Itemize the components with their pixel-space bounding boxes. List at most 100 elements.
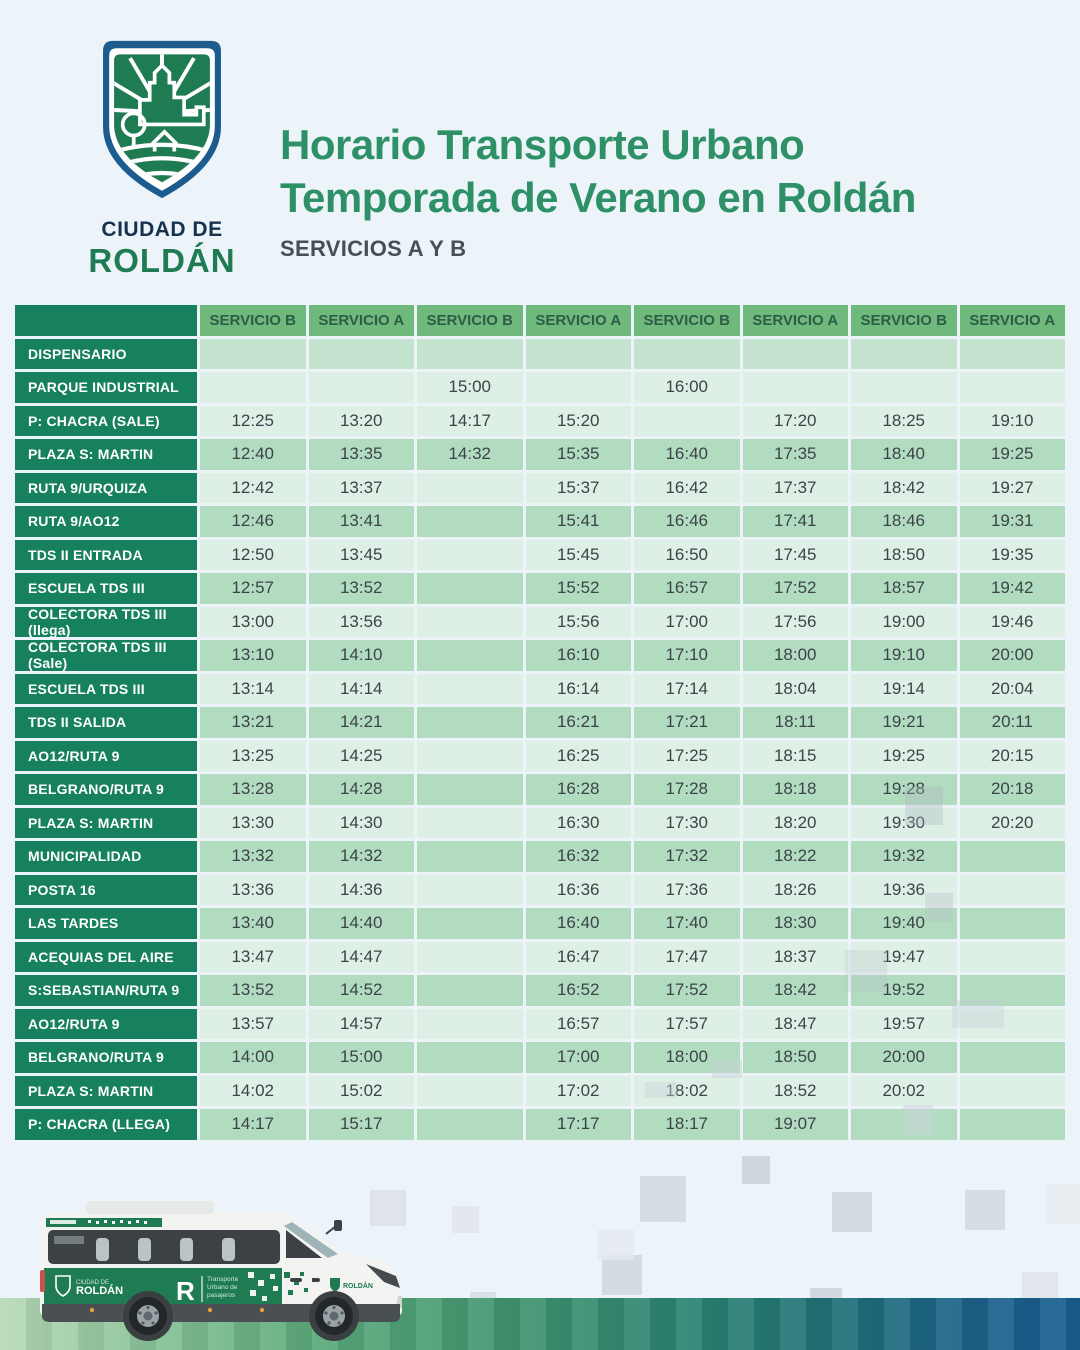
time-cell bbox=[200, 372, 306, 403]
time-cell: 17:36 bbox=[634, 874, 740, 905]
stop-label: COLECTORA TDS III (Sale) bbox=[15, 639, 197, 671]
van-livery-line1: Transporte bbox=[207, 1276, 239, 1283]
time-cell: 17:02 bbox=[525, 1075, 631, 1106]
time-cell: 13:41 bbox=[308, 506, 414, 537]
time-cell: 18:50 bbox=[851, 539, 957, 570]
time-cell: 17:28 bbox=[634, 774, 740, 805]
table-header-row: SERVICIO B SERVICIO A SERVICIO B SERVICIO A… bbox=[15, 305, 1065, 336]
stop-label: TDS II ENTRADA bbox=[15, 539, 197, 570]
time-cell bbox=[742, 372, 848, 403]
time-cell: 18:42 bbox=[851, 472, 957, 503]
time-cell: 17:56 bbox=[742, 606, 848, 637]
city-logo: CIUDAD DE ROLDÁN bbox=[62, 36, 262, 280]
time-cell: 12:25 bbox=[200, 405, 306, 436]
table-row: PLAZA S: MARTIN 12:40 13:35 14:32 15:35 16:40… bbox=[15, 439, 1065, 470]
time-cell: 15:02 bbox=[308, 1075, 414, 1106]
time-cell: 20:00 bbox=[851, 1042, 957, 1073]
page-title-line1: Horario Transporte Urbano bbox=[280, 121, 805, 168]
front-wheel-icon bbox=[315, 1297, 353, 1335]
time-cell: 17:30 bbox=[634, 807, 740, 838]
time-cell: 16:14 bbox=[525, 673, 631, 704]
time-cell: 19:10 bbox=[959, 405, 1065, 436]
column-header: SERVICIO B bbox=[851, 305, 957, 336]
time-cell: 19:00 bbox=[851, 606, 957, 637]
time-cell: 18:37 bbox=[742, 941, 848, 972]
time-cell: 14:25 bbox=[308, 740, 414, 771]
time-cell: 12:42 bbox=[200, 472, 306, 503]
time-cell bbox=[417, 573, 523, 604]
time-cell bbox=[417, 338, 523, 369]
time-cell: 13:52 bbox=[308, 573, 414, 604]
time-cell: 18:00 bbox=[742, 640, 848, 671]
time-cell: 13:57 bbox=[200, 1008, 306, 1039]
stop-label: DISPENSARIO bbox=[15, 338, 197, 369]
time-cell: 17:32 bbox=[634, 841, 740, 872]
page-subtitle: SERVICIOS A Y B bbox=[280, 236, 467, 261]
time-cell bbox=[417, 506, 523, 537]
time-cell bbox=[959, 941, 1065, 972]
time-cell: 16:57 bbox=[634, 573, 740, 604]
time-cell: 13:10 bbox=[200, 640, 306, 671]
time-cell: 14:17 bbox=[200, 1109, 306, 1140]
time-cell: 20:02 bbox=[851, 1075, 957, 1106]
van-livery-line3: pasajeros bbox=[207, 1292, 236, 1299]
stop-label: ACEQUIAS DEL AIRE bbox=[15, 941, 197, 972]
stop-label: TDS II SALIDA bbox=[15, 707, 197, 738]
table-row: COLECTORA TDS III (Sale) 13:10 14:10 16:10 1… bbox=[15, 639, 1065, 671]
time-cell: 17:00 bbox=[634, 606, 740, 637]
table-row: ACEQUIAS DEL AIRE 13:47 14:47 16:47 17:47 18:… bbox=[15, 941, 1065, 972]
time-cell: 16:47 bbox=[525, 941, 631, 972]
column-header: SERVICIO A bbox=[742, 305, 848, 336]
time-cell: 19:14 bbox=[851, 673, 957, 704]
time-cell bbox=[417, 673, 523, 704]
stop-label: S:SEBASTIAN/RUTA 9 bbox=[15, 975, 197, 1006]
time-cell bbox=[417, 774, 523, 805]
time-cell bbox=[851, 338, 957, 369]
time-cell: 18:18 bbox=[742, 774, 848, 805]
time-cell: 14:57 bbox=[308, 1008, 414, 1039]
time-cell bbox=[959, 1008, 1065, 1039]
time-cell: 13:30 bbox=[200, 807, 306, 838]
time-cell: 16:42 bbox=[634, 472, 740, 503]
stop-label: BELGRANO/RUTA 9 bbox=[15, 774, 197, 805]
table-row: BELGRANO/RUTA 9 13:28 14:28 16:28 17:28 18:18… bbox=[15, 774, 1065, 805]
time-cell: 20:11 bbox=[959, 707, 1065, 738]
logo-text-city: CIUDAD DE bbox=[101, 218, 223, 241]
time-cell: 18:26 bbox=[742, 874, 848, 905]
time-cell bbox=[851, 1109, 957, 1140]
time-cell: 19:47 bbox=[851, 941, 957, 972]
time-cell: 14:47 bbox=[308, 941, 414, 972]
minibus-icon: CIUDAD DE ROLDÁN R Transporte Urbano de … bbox=[40, 1201, 402, 1341]
table-row: ESCUELA TDS III 12:57 13:52 15:52 16:57 17:52… bbox=[15, 573, 1065, 604]
table-row: S:SEBASTIAN/RUTA 9 13:52 14:52 16:52 17:52 18… bbox=[15, 975, 1065, 1006]
time-cell: 19:40 bbox=[851, 908, 957, 939]
column-header: SERVICIO B bbox=[417, 305, 523, 336]
time-cell: 19:30 bbox=[851, 807, 957, 838]
time-cell: 16:28 bbox=[525, 774, 631, 805]
time-cell: 14:52 bbox=[308, 975, 414, 1006]
time-cell: 19:25 bbox=[959, 439, 1065, 470]
time-cell: 19:10 bbox=[851, 640, 957, 671]
table-row: ESCUELA TDS III 13:14 14:14 16:14 17:14 18:04… bbox=[15, 673, 1065, 704]
title-block: Horario Transporte Urbano Temporada de V… bbox=[280, 118, 916, 262]
mosaic-square bbox=[1046, 1184, 1080, 1224]
time-cell bbox=[959, 874, 1065, 905]
stop-label: P: CHACRA (LLEGA) bbox=[15, 1109, 197, 1140]
time-cell bbox=[634, 338, 740, 369]
roldan-shield-icon bbox=[103, 40, 221, 199]
time-cell: 17:52 bbox=[742, 573, 848, 604]
time-cell bbox=[308, 338, 414, 369]
time-cell: 19:31 bbox=[959, 506, 1065, 537]
column-header: SERVICIO A bbox=[525, 305, 631, 336]
logo-text-roldan: ROLDÁN bbox=[88, 242, 236, 279]
time-cell bbox=[959, 338, 1065, 369]
time-cell: 14:32 bbox=[308, 841, 414, 872]
time-cell bbox=[417, 606, 523, 637]
stop-label: PLAZA S: MARTIN bbox=[15, 1075, 197, 1106]
time-cell: 19:57 bbox=[851, 1008, 957, 1039]
time-cell: 18:04 bbox=[742, 673, 848, 704]
time-cell: 18:47 bbox=[742, 1008, 848, 1039]
time-cell: 12:46 bbox=[200, 506, 306, 537]
time-cell: 18:20 bbox=[742, 807, 848, 838]
